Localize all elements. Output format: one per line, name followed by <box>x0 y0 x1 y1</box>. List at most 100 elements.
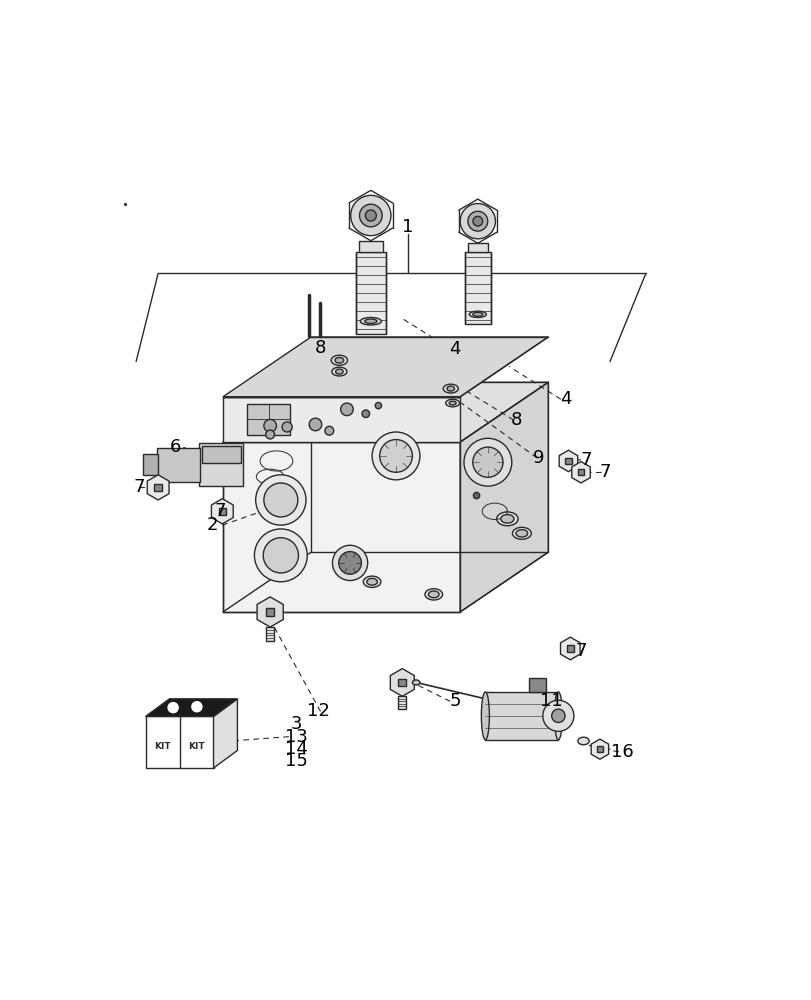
Ellipse shape <box>335 369 343 374</box>
Polygon shape <box>577 469 583 475</box>
Ellipse shape <box>367 578 377 585</box>
Bar <box>143 454 158 475</box>
Ellipse shape <box>428 591 439 598</box>
Polygon shape <box>257 597 283 627</box>
Text: 4: 4 <box>448 340 461 358</box>
Polygon shape <box>460 382 547 612</box>
Polygon shape <box>223 442 460 612</box>
Bar <box>201 446 240 463</box>
Circle shape <box>380 440 412 472</box>
Ellipse shape <box>412 680 419 685</box>
Text: 11: 11 <box>539 692 562 710</box>
Text: 7: 7 <box>574 642 586 660</box>
Ellipse shape <box>364 319 376 323</box>
Circle shape <box>359 204 382 227</box>
Bar <box>467 243 487 252</box>
Polygon shape <box>147 475 169 500</box>
Text: 14: 14 <box>285 740 307 758</box>
Text: 4: 4 <box>560 390 571 408</box>
Polygon shape <box>223 382 547 442</box>
Bar <box>398 696 406 709</box>
Text: 1: 1 <box>401 218 413 236</box>
Polygon shape <box>590 739 608 759</box>
Polygon shape <box>390 669 414 696</box>
Text: 8: 8 <box>315 339 326 357</box>
Polygon shape <box>265 608 274 616</box>
Polygon shape <box>564 458 571 464</box>
Bar <box>157 448 200 482</box>
Ellipse shape <box>496 512 517 526</box>
Bar <box>358 241 383 252</box>
Circle shape <box>324 426 333 435</box>
Ellipse shape <box>332 367 346 376</box>
Ellipse shape <box>335 357 343 363</box>
Circle shape <box>371 432 419 480</box>
Circle shape <box>467 211 487 231</box>
Polygon shape <box>154 484 161 491</box>
Circle shape <box>264 419 276 432</box>
Text: 7: 7 <box>580 451 591 469</box>
Ellipse shape <box>363 576 380 587</box>
Ellipse shape <box>472 312 483 316</box>
Polygon shape <box>398 679 406 686</box>
Bar <box>199 443 242 486</box>
Circle shape <box>281 422 292 432</box>
Polygon shape <box>571 462 590 483</box>
Polygon shape <box>223 397 460 442</box>
Polygon shape <box>596 746 602 752</box>
Circle shape <box>264 483 298 517</box>
Text: 7: 7 <box>599 463 610 481</box>
Polygon shape <box>145 699 237 716</box>
Circle shape <box>460 204 495 239</box>
Ellipse shape <box>446 386 454 391</box>
Ellipse shape <box>360 317 381 325</box>
Ellipse shape <box>554 692 562 740</box>
Circle shape <box>341 403 353 416</box>
Polygon shape <box>218 508 225 515</box>
Text: KIT: KIT <box>188 742 204 751</box>
Circle shape <box>463 438 511 486</box>
Circle shape <box>551 709 564 723</box>
Circle shape <box>263 538 298 573</box>
Ellipse shape <box>512 527 530 539</box>
Ellipse shape <box>443 384 457 393</box>
Circle shape <box>332 545 367 581</box>
Circle shape <box>350 195 391 236</box>
Bar <box>485 692 558 740</box>
Text: 6: 6 <box>169 438 181 456</box>
Text: 8: 8 <box>510 411 522 429</box>
Polygon shape <box>559 450 577 472</box>
Ellipse shape <box>577 737 589 745</box>
Circle shape <box>543 700 573 731</box>
Bar <box>355 252 385 334</box>
Polygon shape <box>223 337 547 397</box>
Bar <box>145 716 213 768</box>
Bar <box>247 404 290 435</box>
Circle shape <box>168 703 178 713</box>
Ellipse shape <box>500 515 513 523</box>
Text: 12: 12 <box>307 702 329 720</box>
Circle shape <box>362 410 369 418</box>
Ellipse shape <box>515 530 527 537</box>
Circle shape <box>309 418 321 431</box>
Circle shape <box>191 702 202 712</box>
Ellipse shape <box>481 692 489 740</box>
Ellipse shape <box>469 311 486 317</box>
Text: 9: 9 <box>533 449 544 467</box>
Circle shape <box>265 430 274 439</box>
Circle shape <box>375 402 381 409</box>
Text: 3: 3 <box>290 715 302 733</box>
Bar <box>464 252 491 324</box>
Circle shape <box>473 492 479 499</box>
Ellipse shape <box>445 399 459 407</box>
Circle shape <box>255 475 306 525</box>
Text: 5: 5 <box>448 692 461 710</box>
Polygon shape <box>566 645 573 652</box>
Circle shape <box>338 552 361 574</box>
Circle shape <box>365 210 376 221</box>
Ellipse shape <box>424 589 442 600</box>
Circle shape <box>254 529 307 582</box>
Bar <box>266 627 274 641</box>
Text: 7: 7 <box>214 502 225 520</box>
Polygon shape <box>213 699 237 768</box>
